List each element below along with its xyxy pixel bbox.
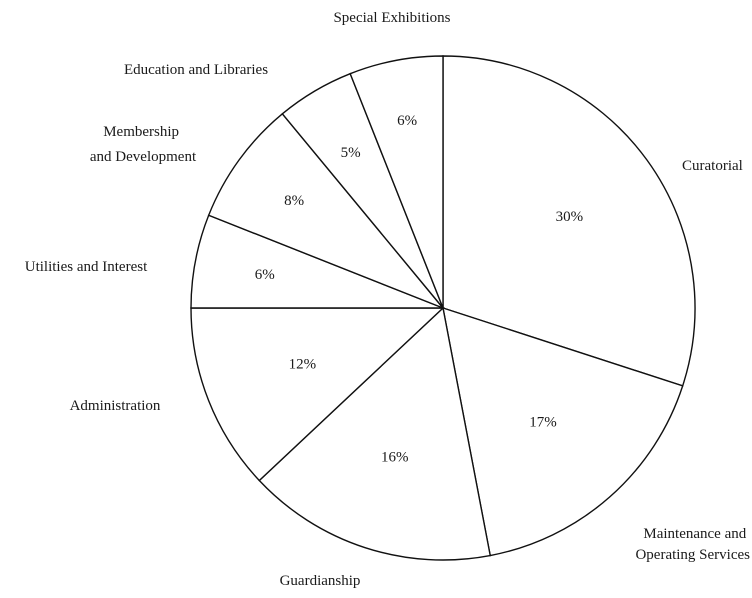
category-label-maintenance-and-operating-services: Maintenance and Operating Services (635, 526, 750, 563)
pie-slice-maintenance-and-operating-services (442, 306, 684, 557)
pie-slices (190, 55, 696, 561)
category-label-utilities-and-interest: Utilities and Interest (25, 259, 148, 275)
percentage-labels: 30% 17% 16% 12% 6% 8% 5% 6% (255, 113, 583, 466)
pie-slice-special-exhibitions (349, 55, 444, 309)
pie-value-label-curatorial: 30% (556, 209, 584, 225)
category-label-membership-and-development: Membership and Development (90, 124, 197, 165)
category-label-administration: Administration (70, 398, 161, 414)
pie-slice-administration (190, 307, 445, 482)
pie-value-label-special-exhibitions: 6% (397, 113, 417, 129)
pie-value-label-utilities-and-interest: 6% (255, 267, 275, 283)
pie-value-label-education-and-libraries: 5% (341, 145, 361, 161)
pie-value-label-guardianship: 16% (381, 450, 409, 466)
pie-slice-guardianship (258, 306, 492, 561)
category-label-special-exhibitions: Special Exhibitions (333, 10, 450, 26)
category-label-guardianship: Guardianship (280, 573, 361, 589)
pie-value-label-maintenance-and-operating-services: 17% (529, 414, 557, 430)
pie-slice-curatorial (442, 55, 696, 387)
category-label-curatorial: Curatorial (682, 158, 743, 174)
pie-slice-membership-and-development (207, 112, 444, 309)
category-label-education-and-libraries: Education and Libraries (124, 62, 268, 78)
pie-value-label-membership-and-development: 8% (284, 193, 304, 209)
pie-value-label-administration: 12% (289, 357, 317, 373)
